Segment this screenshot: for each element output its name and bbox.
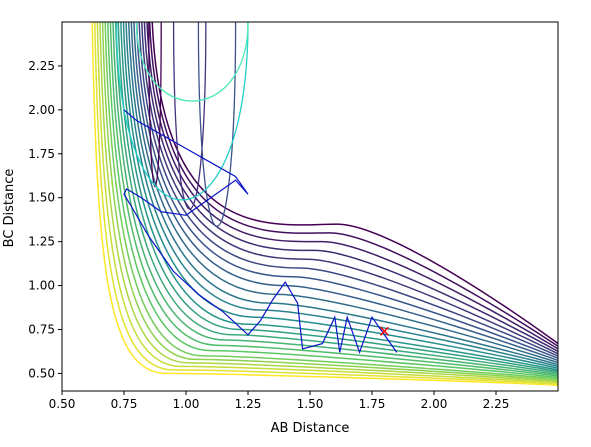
trajectory-layer bbox=[123, 109, 398, 355]
x-tick-label: 1.75 bbox=[359, 397, 386, 411]
contour-line bbox=[107, 22, 558, 379]
x-tick-label: 1.50 bbox=[297, 397, 324, 411]
contour-line bbox=[146, 22, 558, 350]
contour-line bbox=[104, 22, 558, 380]
contour-line bbox=[149, 22, 558, 348]
contour-loop bbox=[148, 22, 162, 188]
x-tick-label: 0.50 bbox=[49, 397, 76, 411]
contour-line bbox=[99, 22, 558, 383]
contour-line bbox=[125, 22, 558, 368]
contour-line bbox=[122, 22, 558, 370]
start-marker-stroke bbox=[379, 326, 389, 336]
contour-loop bbox=[197, 22, 237, 227]
contour-loop bbox=[135, 22, 249, 102]
x-axis-label: AB Distance bbox=[271, 421, 350, 436]
contour-loop bbox=[115, 22, 249, 201]
contour-line bbox=[114, 22, 558, 374]
contour-line bbox=[120, 22, 558, 371]
contour-line bbox=[135, 22, 558, 360]
contour-line bbox=[133, 22, 558, 362]
y-tick-label: 1.25 bbox=[28, 235, 55, 249]
contour-line bbox=[143, 22, 558, 353]
x-tick-label: 2.25 bbox=[483, 397, 510, 411]
trajectory-line bbox=[123, 109, 398, 355]
contour-line bbox=[109, 22, 558, 377]
y-tick-label: 0.75 bbox=[28, 323, 55, 337]
contour-line bbox=[96, 22, 558, 384]
contour-line bbox=[151, 22, 558, 345]
x-tick-label: 2.00 bbox=[421, 397, 448, 411]
y-tick-label: 2.00 bbox=[28, 103, 55, 117]
x-tick-label: 1.25 bbox=[235, 397, 262, 411]
contour-line bbox=[94, 22, 558, 385]
y-tick-label: 0.50 bbox=[28, 366, 55, 380]
y-tick-label: 1.75 bbox=[28, 147, 55, 161]
y-tick-label: 1.00 bbox=[28, 279, 55, 293]
y-axis-ticks: 0.50 0.75 1.00 1.25 1.50 1.75 2.00 2.25 bbox=[28, 59, 62, 380]
contour-line bbox=[138, 22, 558, 357]
contour-line bbox=[141, 22, 558, 355]
marker-layer bbox=[379, 326, 389, 336]
y-tick-label: 2.25 bbox=[28, 59, 55, 73]
x-tick-label: 0.75 bbox=[111, 397, 138, 411]
contour-line bbox=[117, 22, 558, 373]
x-tick-label: 1.00 bbox=[173, 397, 200, 411]
contour-line bbox=[101, 22, 558, 382]
x-axis-ticks: 0.50 0.75 1.00 1.25 1.50 1.75 2.00 2.25 bbox=[49, 391, 510, 411]
y-tick-label: 1.50 bbox=[28, 191, 55, 205]
contour-line bbox=[91, 22, 558, 387]
contour-loop bbox=[172, 22, 207, 210]
y-axis-label: BC Distance bbox=[2, 169, 17, 248]
